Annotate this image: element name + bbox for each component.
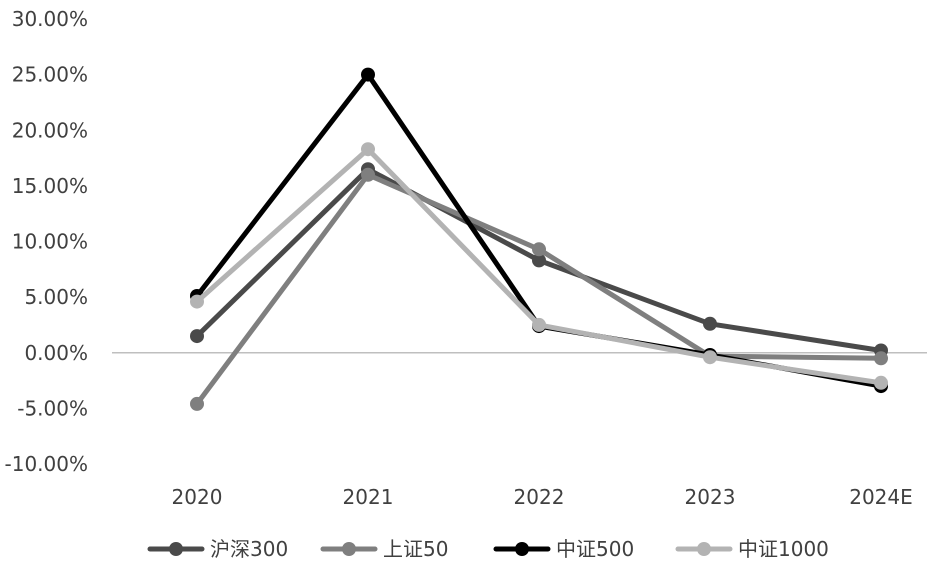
y-axis-tick-labels: 30.00% 25.00% 20.00% 15.00% 10.00% 5.00% 0.00%… bbox=[5, 7, 88, 476]
series-lines bbox=[190, 67, 888, 411]
legend-item: 中证1000 bbox=[675, 537, 829, 561]
data-point bbox=[874, 375, 888, 390]
legend-label: 上证50 bbox=[383, 537, 448, 561]
data-point bbox=[532, 253, 546, 268]
data-point bbox=[703, 350, 717, 365]
y-tick-label: 25.00% bbox=[12, 63, 88, 87]
legend-item: 沪深300 bbox=[147, 537, 288, 561]
x-tick-label: 2024E bbox=[849, 485, 913, 509]
x-tick-label: 2021 bbox=[343, 485, 394, 509]
data-point bbox=[532, 317, 546, 332]
data-point bbox=[190, 329, 204, 344]
legend-label: 沪深300 bbox=[210, 537, 288, 561]
legend: 沪深300 上证50 中证500 中证1000 bbox=[147, 537, 829, 561]
legend-marker bbox=[169, 542, 183, 556]
y-tick-label: -5.00% bbox=[17, 396, 88, 420]
legend-marker bbox=[342, 542, 356, 556]
legend-item: 上证50 bbox=[320, 537, 448, 561]
data-point bbox=[532, 242, 546, 257]
series-4 bbox=[190, 142, 888, 390]
x-tick-label: 2020 bbox=[172, 485, 223, 509]
legend-marker bbox=[515, 542, 529, 556]
x-tick-label: 2022 bbox=[514, 485, 565, 509]
data-point bbox=[361, 142, 375, 157]
x-axis-tick-labels: 2020 2021 2022 2023 2024E bbox=[172, 485, 913, 509]
series-2 bbox=[190, 167, 888, 411]
data-point bbox=[190, 294, 204, 309]
y-tick-label: 20.00% bbox=[12, 118, 88, 142]
y-tick-label: 10.00% bbox=[12, 230, 88, 254]
y-tick-label: 5.00% bbox=[24, 285, 88, 309]
data-point bbox=[361, 67, 375, 82]
series-3 bbox=[190, 67, 888, 394]
legend-marker bbox=[697, 542, 711, 556]
legend-label: 中证1000 bbox=[738, 537, 829, 561]
data-point bbox=[874, 351, 888, 366]
series-line bbox=[194, 72, 884, 389]
y-tick-label: 30.00% bbox=[12, 7, 88, 31]
legend-label: 中证500 bbox=[556, 537, 634, 561]
data-point bbox=[703, 316, 717, 331]
y-tick-label: -10.00% bbox=[5, 452, 88, 476]
legend-item: 中证500 bbox=[493, 537, 634, 561]
data-point bbox=[190, 396, 204, 411]
x-tick-label: 2023 bbox=[685, 485, 736, 509]
y-tick-label: 0.00% bbox=[24, 341, 88, 365]
y-tick-label: 15.00% bbox=[12, 174, 88, 198]
data-point bbox=[361, 167, 375, 182]
